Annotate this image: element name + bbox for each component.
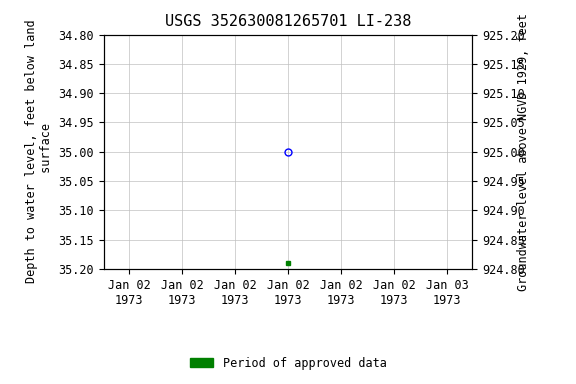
Legend: Period of approved data: Period of approved data — [185, 352, 391, 374]
Title: USGS 352630081265701 LI-238: USGS 352630081265701 LI-238 — [165, 14, 411, 29]
Y-axis label: Groundwater level above NGVD 1929, feet: Groundwater level above NGVD 1929, feet — [517, 13, 530, 291]
Y-axis label: Depth to water level, feet below land
 surface: Depth to water level, feet below land su… — [25, 20, 53, 283]
